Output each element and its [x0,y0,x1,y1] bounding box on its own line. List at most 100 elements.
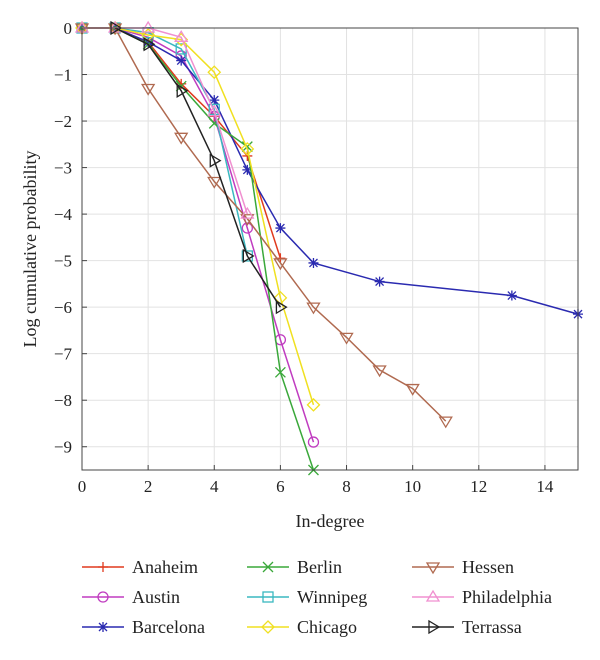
data-point [307,436,320,448]
data-point [242,248,255,264]
x-axis-label: In-degree [296,511,365,531]
legend-item: Terrassa [412,617,522,637]
legend-label: Berlin [297,557,342,577]
x-tick-label: 4 [210,477,219,496]
series-line [114,27,282,308]
data-point [242,164,253,175]
data-point [374,276,385,287]
y-tick-label: −2 [54,112,72,131]
data-point [241,222,253,234]
data-point [140,83,156,96]
data-point [306,302,321,315]
legend: Anaheim Austin Barcelona Berlin Winnipeg Chic… [82,557,552,637]
legend-label: Winnipeg [297,587,367,607]
legend-item: Winnipeg [247,587,367,607]
data-point [273,258,288,271]
x-tick-label: 6 [276,477,285,496]
data-point [207,176,222,189]
series-line [82,27,315,406]
plot-frame [81,27,579,471]
legend-label: Barcelona [132,617,205,637]
data-point [174,30,189,42]
data-point [306,397,321,412]
legend-marker [428,619,441,635]
y-tick-label: −8 [54,391,72,410]
data-point [140,20,156,33]
series-terrassa [110,20,288,315]
tick-labels: 0 2 4 6 8 10 12 14 0 −1 −2 −3 −4 −5 −6 −7 −8 −9 [54,19,554,496]
data-point [438,416,453,429]
data-point [308,257,319,268]
data-point [372,365,387,378]
x-tick-label: 0 [78,477,87,496]
legend-marker [425,562,441,575]
legend-item: Austin [82,587,180,607]
data-point [174,132,189,145]
data-point [240,142,255,156]
grid [81,27,578,470]
legend-item: Anaheim [82,557,198,577]
series-line [82,27,579,315]
series-barcelona [77,23,583,320]
data-point [208,103,220,116]
series-layer [74,20,583,476]
y-tick-label: −5 [54,252,72,271]
legend-label: Philadelphia [462,587,552,607]
legend-marker [98,562,108,572]
legend-item: Berlin [247,557,342,577]
data-point [339,332,354,345]
data-point [207,65,222,80]
data-point [405,383,420,396]
x-tick-label: 2 [144,477,153,496]
data-point [207,104,222,117]
data-point [176,83,189,98]
series-line [82,27,315,443]
y-tick-label: −1 [54,66,72,85]
legend-marker [97,591,109,603]
x-tick-label: 12 [470,477,487,496]
legend-item: Barcelona [82,617,205,637]
data-point [176,55,187,66]
legend-marker [98,622,108,632]
data-point [241,141,253,153]
data-point [143,36,154,47]
y-tick-label: −9 [54,438,72,457]
series-winnipeg [76,22,253,262]
data-point [275,223,286,234]
x-tick-label: 8 [342,477,351,496]
legend-label: Hessen [462,557,514,577]
data-point [209,153,222,168]
legend-label: Terrassa [462,617,522,637]
y-tick-label: 0 [64,19,73,38]
legend-marker [425,589,441,602]
data-point [240,206,255,219]
legend-marker [262,591,274,603]
series-line [82,27,447,422]
data-point [209,95,220,106]
x-tick-label: 10 [404,477,421,496]
x-tick-label: 14 [536,477,554,496]
data-point [275,300,288,315]
data-point [242,150,253,161]
y-tick-label: −6 [54,298,72,317]
data-point [274,366,286,378]
y-tick-label: −4 [54,205,73,224]
series-austin [76,22,320,448]
legend-label: Austin [132,587,180,607]
y-axis-label: Log cumulative probability [20,151,40,348]
data-point [240,214,255,227]
legend-label: Chicago [297,617,357,637]
legend-item: Philadelphia [412,587,552,607]
y-tick-label: −7 [54,345,73,364]
data-point [143,37,156,52]
legend-item: Hessen [412,557,514,577]
legend-marker [262,561,274,573]
data-point [74,23,90,36]
legend-marker [261,620,275,634]
series-line [82,27,315,471]
legend-label: Anaheim [132,557,198,577]
series-berlin [76,22,319,476]
series-hessen [74,23,453,429]
data-point [506,290,517,301]
